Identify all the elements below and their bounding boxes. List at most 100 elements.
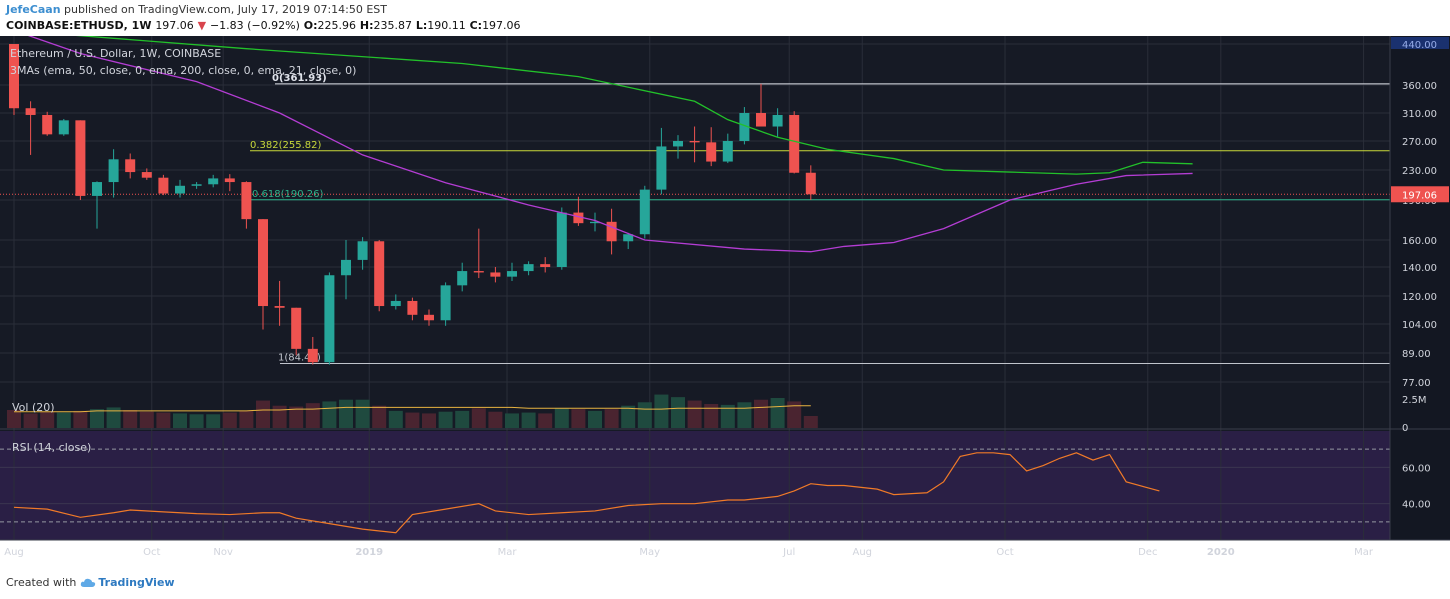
candle-down	[407, 300, 418, 315]
open-value: 225.96	[317, 19, 357, 32]
volume-bar	[256, 400, 270, 428]
volume-bar	[671, 397, 685, 428]
price-tick-label: 230.00	[1402, 166, 1437, 177]
candle-up	[656, 146, 667, 190]
volume-bar	[206, 414, 221, 428]
volume-bar	[554, 408, 569, 428]
volume-bar	[239, 410, 254, 428]
high-value: 235.87	[373, 19, 412, 32]
candle-down	[25, 108, 36, 115]
candle-down	[756, 113, 766, 127]
volume-bar	[455, 410, 470, 428]
candle-down	[75, 120, 86, 196]
price-tick-label: 77.00	[1402, 378, 1431, 389]
volume-bar	[339, 399, 353, 428]
candle-up	[457, 271, 468, 286]
volume-bar	[156, 412, 171, 428]
candle-down	[606, 221, 617, 242]
candle-up	[58, 120, 69, 135]
candle-up	[523, 264, 534, 272]
time-tick-label: Aug	[852, 547, 872, 558]
volume-tick-label: 2.5M	[1402, 395, 1427, 406]
time-tick-label: Aug	[4, 547, 24, 558]
down-arrow-icon: ▼	[197, 19, 207, 32]
volume-bar	[173, 413, 187, 428]
rsi-background	[0, 431, 1390, 540]
volume-bar	[637, 402, 652, 428]
price-tick-label: 120.00	[1402, 292, 1437, 303]
volume-bar	[538, 413, 553, 428]
low-label: L:	[415, 19, 428, 32]
tradingview-cloud-icon	[81, 578, 96, 587]
price-chart[interactable]: 0(361.93) 0.382(255.82) 0.618(190.26) 1(84.…	[0, 36, 1450, 568]
volume-bar	[73, 410, 88, 428]
volume-bar	[471, 408, 486, 428]
volume-bar	[754, 399, 768, 428]
candle-up	[507, 271, 517, 277]
fib-level-label: 0(361.93)	[272, 73, 327, 84]
candle-up	[772, 114, 783, 127]
candle-down	[573, 212, 584, 224]
time-tick-label: Oct	[143, 547, 160, 558]
candle-up	[623, 234, 634, 242]
volume-bar	[90, 409, 104, 428]
last-price-tag	[1391, 186, 1449, 203]
candle-down	[374, 241, 385, 307]
volume-bar	[737, 402, 752, 428]
volume-bar	[588, 410, 602, 428]
candle-down	[258, 219, 268, 307]
time-tick-label: Mar	[1354, 547, 1374, 558]
volume-bar	[621, 405, 636, 428]
time-tick-label: Dec	[1138, 547, 1157, 558]
volume-bar	[438, 411, 453, 428]
candle-up	[440, 285, 451, 321]
volume-bar	[787, 401, 802, 428]
volume-bar	[422, 413, 436, 428]
last-price: 197.06	[155, 19, 194, 32]
candle-up	[324, 275, 335, 363]
candle-down	[224, 178, 235, 183]
volume-bar	[272, 405, 287, 428]
time-tick-label: Oct	[996, 547, 1013, 558]
candle-up	[722, 141, 733, 162]
candle-down	[291, 307, 302, 349]
candle-up	[739, 113, 750, 141]
volume-bar	[23, 413, 38, 428]
time-tick-label: 2020	[1207, 547, 1235, 558]
candle-down	[789, 114, 800, 173]
chart-title: Ethereum / U.S. Dollar, 1W, COINBASE	[10, 47, 221, 60]
volume-bar	[289, 406, 304, 428]
top-tick-highlight	[1391, 37, 1449, 49]
volume-bar	[405, 412, 420, 428]
indicator-label: 3MAs (ema, 50, close, 0, ema, 200, close…	[10, 64, 356, 77]
publish-info: JefeCaan published on TradingView.com, J…	[6, 3, 387, 16]
volume-tick-label: 0	[1402, 423, 1408, 434]
candle-down	[473, 271, 484, 273]
tradingview-logo[interactable]: TradingView	[80, 576, 175, 589]
close-value: 197.06	[482, 19, 521, 32]
volume-label: Vol (20)	[12, 401, 55, 414]
candle-down	[42, 114, 53, 135]
candle-up	[208, 178, 219, 185]
last-price-tag-label: 197.06	[1402, 190, 1437, 201]
tradingview-brand: TradingView	[98, 576, 175, 589]
high-label: H:	[359, 19, 374, 32]
volume-ma-line	[14, 405, 811, 413]
published-text: published on TradingView.com, July 17, 2…	[60, 3, 388, 16]
price-tick-label: 360.00	[1402, 81, 1437, 92]
candle-down	[706, 142, 717, 162]
open-label: O:	[303, 19, 318, 32]
volume-bar	[56, 412, 71, 428]
candle-down	[424, 314, 434, 321]
volume-bar	[770, 398, 785, 428]
candle-up	[357, 241, 368, 260]
volume-bar	[488, 411, 503, 428]
candle-up	[590, 221, 600, 224]
candle-up	[341, 259, 351, 276]
symbol-label: COINBASE:ETHUSD, 1W	[6, 19, 152, 32]
volume-bar	[322, 401, 337, 428]
author-link[interactable]: JefeCaan	[6, 3, 61, 16]
candle-down	[307, 348, 318, 363]
rsi-label: RSI (14, close)	[12, 441, 91, 454]
candle-down	[158, 177, 169, 194]
